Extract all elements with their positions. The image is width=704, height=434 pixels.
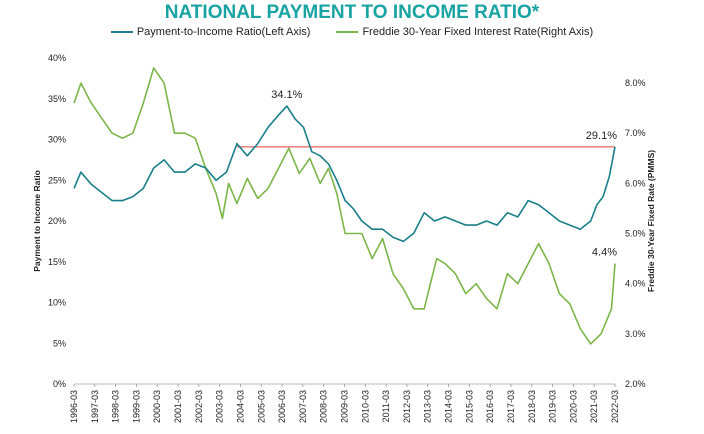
x-tick-label: 2000-03: [152, 390, 162, 423]
y-tick-label-right: 3.0%: [625, 329, 646, 339]
x-tick-label: 2020-03: [568, 390, 578, 423]
x-tick-label: 2001-03: [173, 390, 183, 423]
x-tick-label: 2008-03: [319, 390, 329, 423]
y-tick-label-left: 25%: [48, 175, 66, 185]
legend-swatch-rate: [336, 31, 359, 33]
x-tick-label: 2010-03: [360, 390, 370, 423]
x-tick-label: 2014-03: [444, 390, 454, 423]
y-tick-label-left: 10%: [48, 298, 66, 308]
x-tick-label: 2012-03: [402, 390, 412, 423]
series-layer: [73, 67, 616, 345]
y-tick-label-left: 20%: [48, 216, 66, 226]
x-tick-label: 1997-03: [90, 390, 100, 423]
x-tick-label: 2018-03: [527, 390, 537, 423]
data-label: 34.1%: [271, 89, 302, 101]
x-tick-label: 1998-03: [111, 390, 121, 423]
annotation-layer: 34.1% 29.1% 4.4%: [271, 89, 617, 259]
x-tick-label: 2002-03: [194, 390, 204, 423]
y-tick-label-left: 5%: [53, 338, 66, 348]
x-tick-label: 2006-03: [277, 390, 287, 423]
legend-item-pti: Payment-to-Income Ratio(Left Axis): [110, 26, 311, 38]
x-tick-label: 2015-03: [464, 390, 474, 423]
data-label: 4.4%: [592, 247, 617, 259]
y-tick-label-right: 2.0%: [625, 379, 646, 389]
y-tick-label-right: 6.0%: [625, 178, 646, 188]
x-tick-label: 2011-03: [381, 390, 391, 422]
x-tick-label: 2004-03: [235, 390, 245, 423]
y-tick-label-right: 8.0%: [625, 78, 646, 88]
legend: Payment-to-Income Ratio(Left Axis) Fredd…: [0, 26, 704, 38]
y-axis-title-left: Payment to Income Ratio: [32, 170, 42, 272]
x-tick-label: 2009-03: [340, 390, 350, 423]
y-tick-label-right: 4.0%: [625, 279, 646, 289]
y-tick-label-right: 7.0%: [625, 128, 646, 138]
legend-label-pti: Payment-to-Income Ratio(Left Axis): [136, 26, 311, 38]
x-tick-label: 2022-03: [610, 390, 620, 423]
chart-title: NATIONAL PAYMENT TO INCOME RATIO*: [164, 2, 540, 23]
series-line-rate: [73, 67, 616, 345]
legend-swatch-pti: [110, 31, 133, 33]
legend-item-rate: Freddie 30-Year Fixed Interest Rate(Righ…: [336, 26, 593, 38]
y-tick-label-right: 5.0%: [625, 229, 646, 239]
x-tick-label: 2019-03: [548, 390, 558, 423]
data-label: 29.1%: [586, 130, 617, 142]
y-tick-label-left: 15%: [48, 257, 66, 267]
y-axis-title-right: Freddie 30-Year Fixed Rate (PMMS): [646, 150, 656, 292]
y-tick-label-left: 40%: [48, 53, 66, 63]
x-tick-label: 2003-03: [215, 390, 225, 423]
legend-label-rate: Freddie 30-Year Fixed Interest Rate(Righ…: [362, 26, 594, 38]
x-tick-label: 2021-03: [589, 390, 599, 423]
x-tick-label: 2016-03: [485, 390, 495, 423]
x-tick-label: 1999-03: [131, 390, 141, 423]
x-tick-label: 2007-03: [298, 390, 308, 423]
x-tick-label: 2005-03: [256, 390, 266, 423]
axes-layer: 0% 5% 10% 15% 20% 25% 30% 35% 40% 2.0% 3.0% 4.0% 5.0…: [32, 53, 656, 423]
x-tick-label: 2017-03: [506, 390, 516, 423]
x-tick-label: 2013-03: [423, 390, 433, 423]
x-tick-label: 1996-03: [69, 390, 79, 423]
series-line-pti: [73, 105, 616, 243]
y-tick-label-left: 0%: [53, 379, 66, 389]
y-tick-label-left: 35%: [48, 94, 66, 104]
y-tick-label-left: 30%: [48, 135, 66, 145]
